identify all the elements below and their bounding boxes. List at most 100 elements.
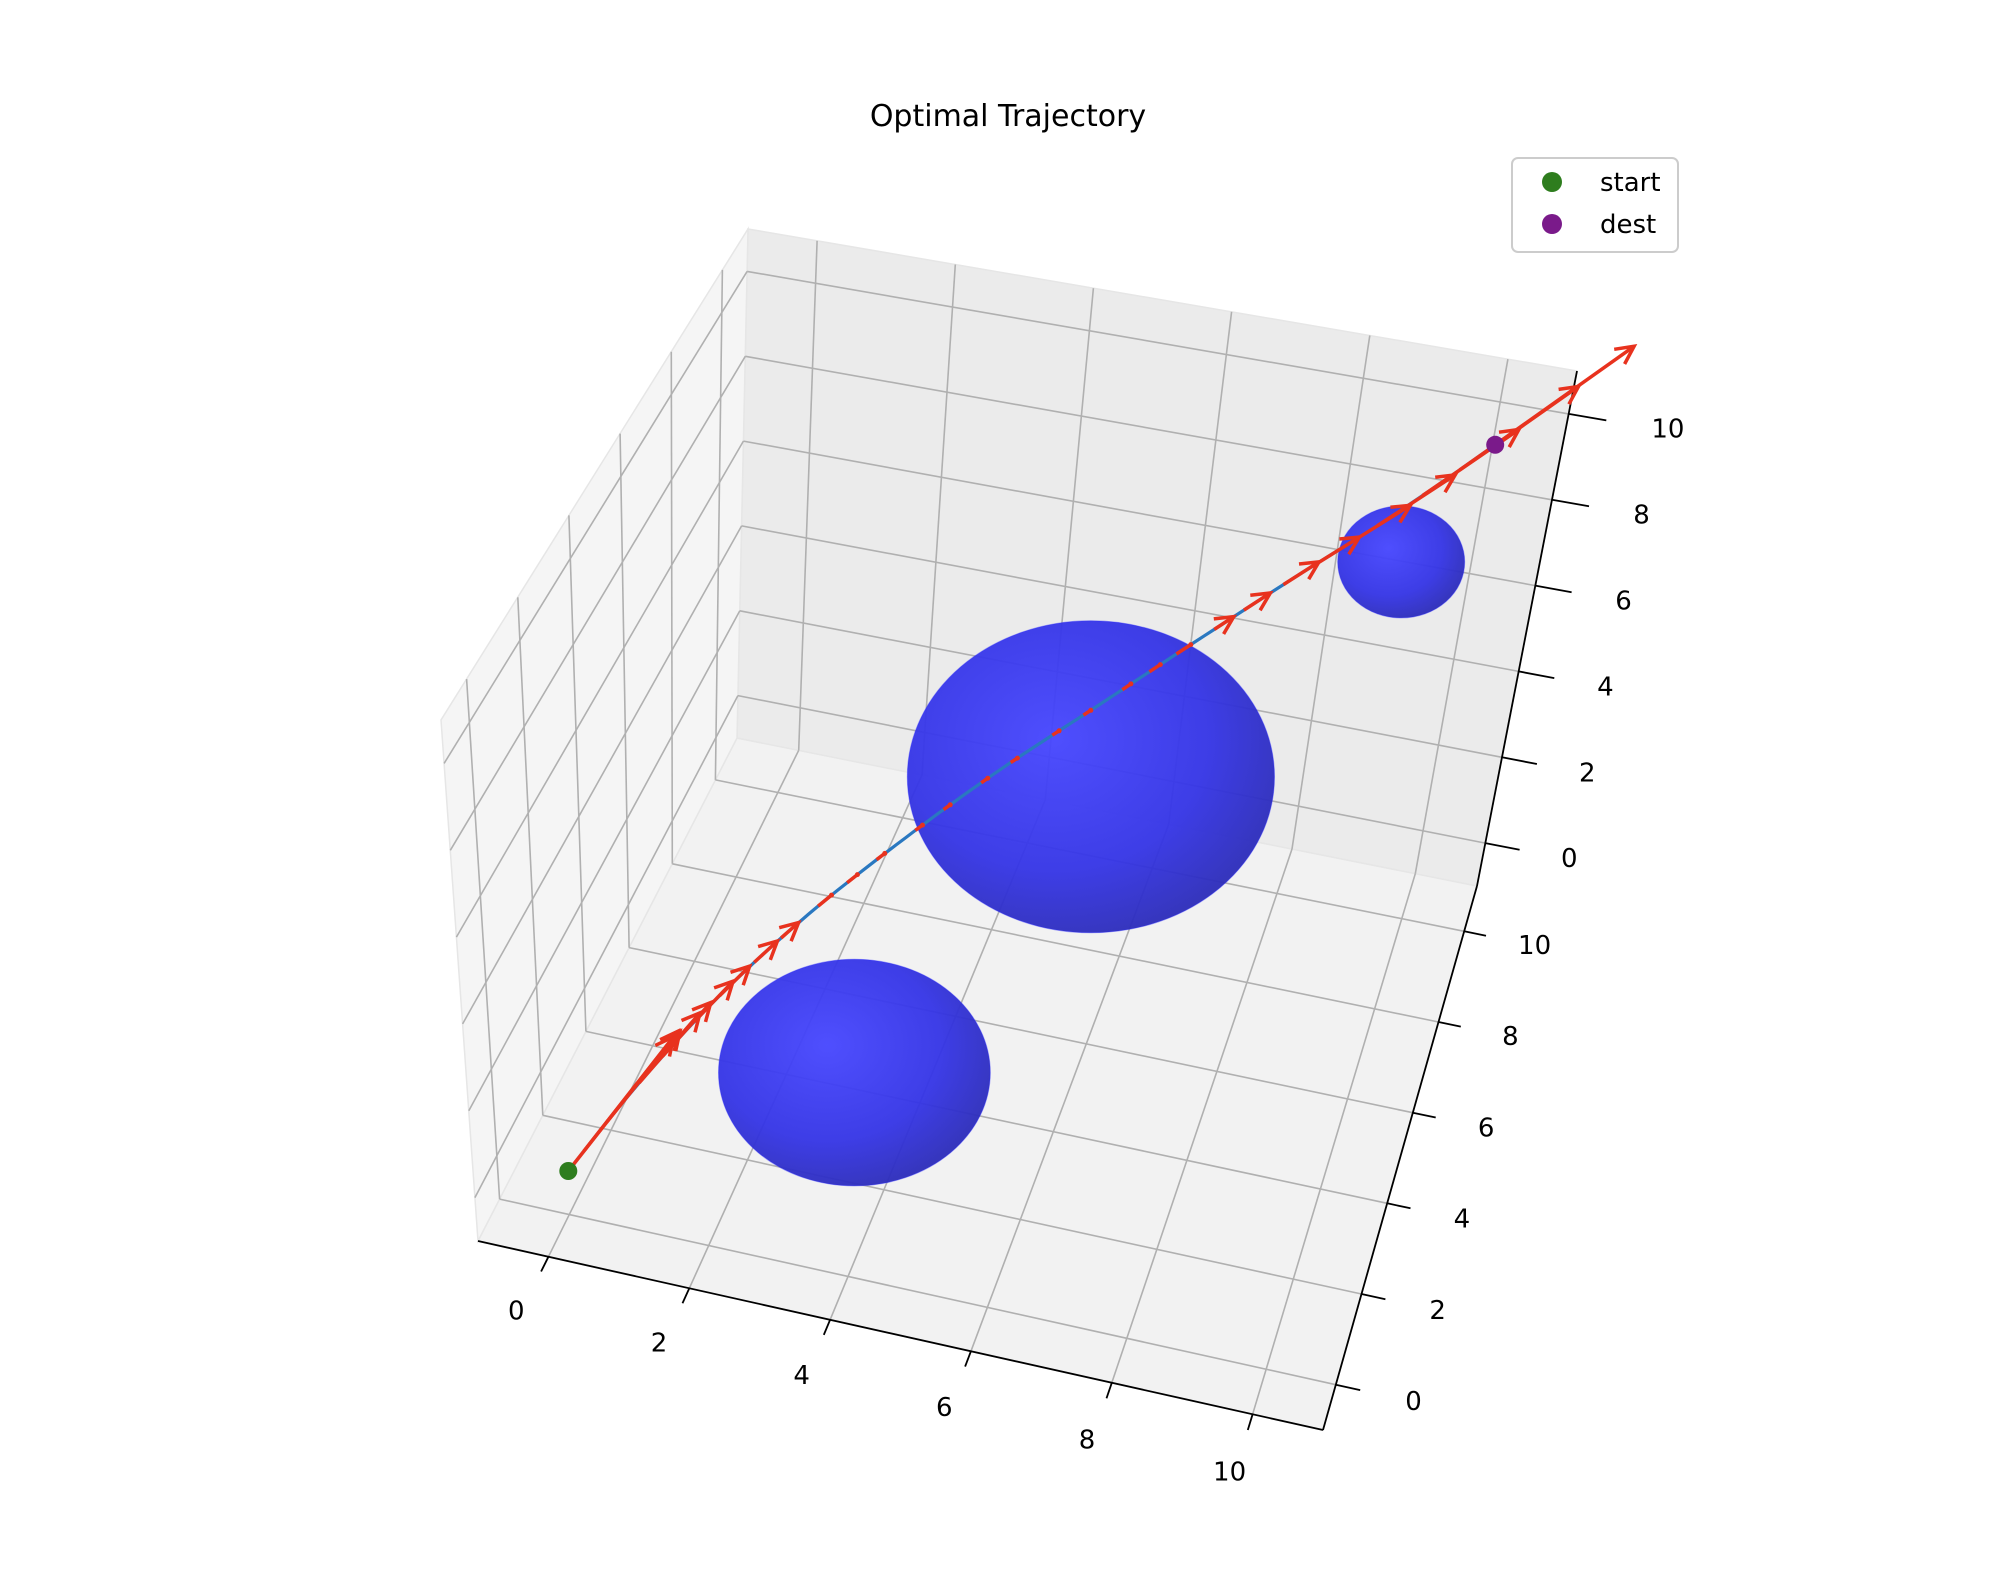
control-arrow-shaft <box>753 939 779 964</box>
control-arrow-head <box>829 892 834 898</box>
z-tick-label: 8 <box>1633 501 1650 531</box>
endpoint-markers <box>559 435 1505 1180</box>
control-arrow-head <box>1088 707 1094 713</box>
x-tick <box>964 1350 972 1367</box>
obstacle-sphere <box>906 620 1276 934</box>
grid-y-left <box>465 679 501 1200</box>
x-tick-label: 2 <box>651 1329 668 1359</box>
y-tick <box>1387 1202 1411 1210</box>
legend-dest-marker <box>1542 214 1562 234</box>
control-arrow-head <box>729 963 753 986</box>
grid-x-floor <box>1111 848 1293 1384</box>
dest-marker <box>1486 435 1505 454</box>
grid-y-left <box>568 515 587 1032</box>
axis-ticks: 0 2 4 6 8 10 0 2 4 6 8 10 0 2 4 6 8 10 <box>508 413 1684 1488</box>
control-arrow-shaft <box>816 893 833 908</box>
x-tick <box>1246 1414 1254 1431</box>
legend: start dest <box>1511 157 1679 253</box>
y-tick-label: 8 <box>1502 1022 1519 1052</box>
x-tick-label: 10 <box>1213 1458 1246 1488</box>
grid-y-left <box>670 351 674 864</box>
control-arrow <box>778 920 802 942</box>
control-arrow <box>1148 662 1163 674</box>
grid-y-left <box>517 597 544 1116</box>
control-arrow-shaft <box>1487 344 1636 451</box>
grid-y-left <box>619 433 630 948</box>
control-arrow-head <box>660 1028 683 1052</box>
control-arrow <box>1051 728 1062 737</box>
control-arrow-head <box>778 920 802 942</box>
control-arrow <box>1082 707 1094 717</box>
z-tick <box>1568 413 1607 422</box>
z-axis-line <box>1476 370 1578 887</box>
control-arrow <box>1242 590 1274 612</box>
obstacle-sphere <box>718 958 991 1187</box>
control-arrow-head <box>1213 614 1238 635</box>
grid-z-back <box>746 270 1569 415</box>
control-arrow-head <box>1056 728 1062 734</box>
control-arrow <box>718 963 753 998</box>
start-marker <box>559 1162 578 1180</box>
control-arrow <box>753 938 781 964</box>
control-arrow <box>875 850 888 862</box>
control-arrow <box>1009 755 1020 764</box>
grid-y-left <box>714 269 724 780</box>
control-arrow <box>1175 642 1194 656</box>
y-tick <box>1361 1293 1386 1301</box>
control-arrow-head <box>985 775 991 781</box>
control-arrow <box>816 892 834 908</box>
control-arrow <box>914 822 925 832</box>
grid-y-floor <box>672 863 1439 1023</box>
grid-y-floor <box>542 1114 1362 1295</box>
z-tick-label: 2 <box>1579 758 1596 788</box>
control-arrow-head <box>1613 344 1638 365</box>
grid-z-back <box>745 355 1553 501</box>
control-arrow-head <box>854 872 860 878</box>
y-tick-label: 4 <box>1454 1205 1471 1235</box>
grid-z-left <box>468 610 741 1112</box>
grid-z-left <box>443 270 748 764</box>
y-tick-label: 6 <box>1478 1113 1495 1143</box>
control-arrow-head <box>1250 590 1274 612</box>
control-arrow-head <box>1128 681 1134 687</box>
control-arrow <box>1487 344 1638 451</box>
control-arrow <box>1213 614 1238 635</box>
x-tick <box>1105 1382 1113 1399</box>
x-tick-label: 0 <box>508 1297 525 1327</box>
control-arrow-shaft <box>718 964 751 998</box>
control-arrow-head <box>1188 642 1194 648</box>
y-tick-label: 10 <box>1518 931 1551 961</box>
z-tick <box>1551 498 1590 508</box>
y-tick <box>1464 930 1487 937</box>
grid-z-back <box>741 525 1519 673</box>
obstacle-spheres <box>718 505 1466 1187</box>
y-axis-line <box>1322 885 1478 1431</box>
control-arrow <box>942 802 953 812</box>
y-tick <box>1438 1021 1461 1028</box>
control-arrow-shaft <box>1175 643 1192 656</box>
grid-x-back <box>1291 335 1371 850</box>
control-arrow-head <box>757 938 781 961</box>
control-arrow-head <box>920 822 925 828</box>
grid-y-floor <box>499 1198 1336 1386</box>
legend-start-label: start <box>1600 168 1661 198</box>
control-arrow-head <box>1157 662 1163 668</box>
control-arrow-head <box>1014 755 1020 761</box>
grid-z-left <box>449 355 746 851</box>
x-tick <box>540 1256 550 1272</box>
x-tick-label: 4 <box>793 1361 810 1391</box>
y-tick <box>1335 1383 1361 1391</box>
control-arrow-head <box>947 802 953 808</box>
x-tick <box>681 1287 691 1304</box>
z-tick <box>1518 670 1555 679</box>
x-tick-label: 8 <box>1079 1425 1096 1455</box>
axis-lines <box>477 370 1578 1431</box>
z-tick-label: 4 <box>1597 672 1614 702</box>
grid-z-left <box>474 695 739 1198</box>
control-arrow-head <box>882 850 888 856</box>
control-arrows <box>566 344 1638 1173</box>
grid-z-left <box>455 440 745 938</box>
grid-y-floor <box>628 946 1413 1114</box>
grid-x-floor <box>1251 873 1417 1415</box>
